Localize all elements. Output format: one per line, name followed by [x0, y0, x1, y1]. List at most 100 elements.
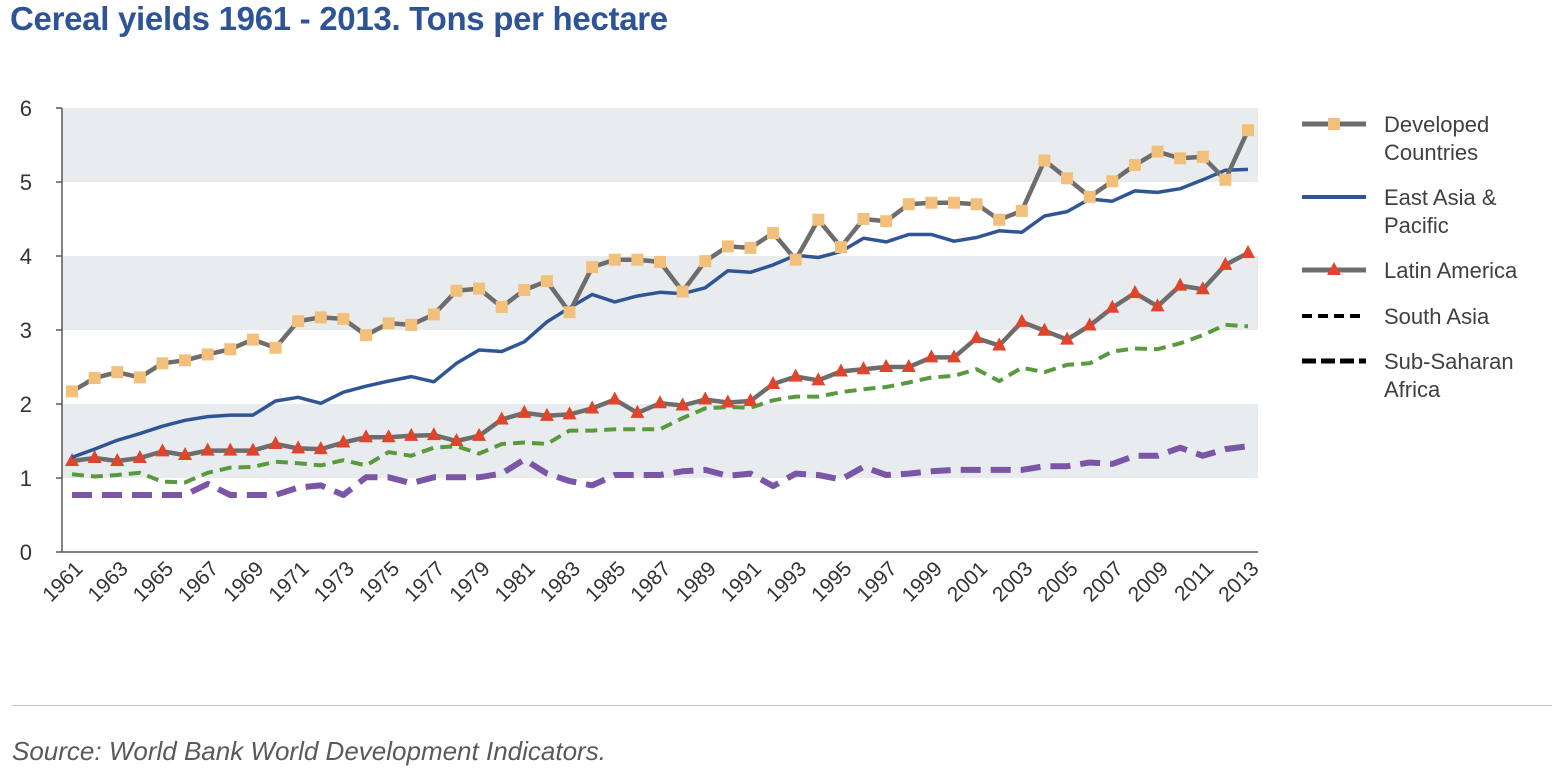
point-developed-countries: [834, 241, 847, 254]
point-developed-countries: [382, 317, 395, 330]
point-developed-countries: [88, 372, 101, 385]
point-developed-countries: [427, 308, 440, 321]
point-developed-countries: [201, 348, 214, 361]
x-tick-label: 1995: [807, 557, 856, 606]
point-developed-countries: [450, 284, 463, 297]
point-developed-countries: [789, 253, 802, 266]
series-south-asia: [71, 322, 1249, 485]
x-tick-label: 1987: [626, 557, 675, 606]
point-developed-countries: [744, 241, 757, 254]
point-latin-america: [291, 440, 306, 454]
point-latin-america: [539, 407, 554, 421]
chart-legend: Developed Countries East Asia & Pacific Lati…: [1302, 112, 1518, 402]
y-tick-label: 1: [20, 466, 32, 491]
x-tick-label: 2011: [1170, 557, 1218, 605]
legend-item-south-asia: South Asia: [1302, 304, 1490, 329]
x-tick-label: 1989: [671, 557, 720, 606]
point-developed-countries: [654, 255, 666, 268]
legend-label-latin-america: Latin America: [1384, 258, 1518, 283]
point-latin-america: [359, 429, 373, 443]
point-developed-countries: [540, 275, 553, 288]
source-note: Source: World Bank World Development Ind…: [12, 736, 606, 766]
x-tick-label: 1977: [400, 557, 449, 606]
x-tick-label: 1965: [129, 557, 178, 606]
x-tick-label: 1963: [83, 557, 132, 606]
x-tick-label: 1961: [38, 557, 87, 606]
point-latin-america: [381, 429, 396, 443]
chart-area: 0 1 2 3 4 5 6 19611963196519671969197119731975…: [20, 96, 1518, 607]
point-developed-countries: [1083, 190, 1096, 203]
point-latin-america: [1037, 322, 1052, 336]
point-developed-countries: [405, 318, 418, 331]
point-latin-america: [1014, 313, 1029, 327]
legend-item-latin-america: Latin America: [1302, 258, 1518, 283]
y-tick-label: 3: [20, 318, 32, 343]
legend-label-south-asia: South Asia: [1384, 304, 1490, 329]
point-latin-america: [155, 443, 170, 457]
point-developed-countries: [111, 366, 124, 379]
point-developed-countries: [1128, 158, 1141, 171]
point-latin-america: [1218, 256, 1233, 270]
legend-label-sub-saharan-africa: Sub-Saharan Africa: [1384, 349, 1514, 402]
point-developed-countries: [812, 213, 825, 226]
point-latin-america: [924, 349, 939, 363]
point-latin-america: [449, 433, 464, 446]
point-developed-countries: [246, 333, 259, 346]
point-latin-america: [1082, 317, 1097, 331]
chart-title: Cereal yields 1961 - 2013. Tons per hect…: [10, 0, 668, 37]
point-developed-countries: [1061, 172, 1074, 185]
series-sub-saharan-africa: [72, 443, 1249, 498]
point-developed-countries: [1242, 124, 1254, 137]
x-tick-label: 1997: [852, 557, 901, 606]
point-developed-countries: [66, 385, 78, 398]
x-tick-label: 2013: [1214, 557, 1263, 606]
point-latin-america: [1105, 299, 1120, 313]
point-developed-countries: [1174, 152, 1187, 165]
point-developed-countries: [608, 253, 621, 266]
point-latin-america: [426, 427, 441, 441]
x-tick-label: 1979: [445, 557, 494, 606]
point-developed-countries: [993, 213, 1006, 226]
x-tick-label: 1983: [536, 557, 585, 606]
point-developed-countries: [857, 213, 870, 225]
point-latin-america: [1150, 298, 1165, 312]
x-tick-label: 1991: [717, 557, 766, 606]
point-developed-countries: [631, 253, 644, 266]
point-latin-america: [223, 442, 238, 456]
point-developed-countries: [1038, 154, 1051, 167]
point-developed-countries: [699, 255, 712, 268]
point-developed-countries: [767, 227, 780, 240]
point-latin-america: [268, 435, 283, 449]
point-latin-america: [653, 395, 667, 409]
point-latin-america: [811, 372, 826, 386]
point-developed-countries: [495, 301, 508, 314]
point-latin-america: [1195, 281, 1210, 295]
point-latin-america: [562, 406, 577, 420]
x-tick-labels: 1961196319651967196919711973197519771979…: [38, 557, 1263, 606]
point-developed-countries: [902, 198, 915, 211]
point-developed-countries: [563, 306, 576, 319]
x-tick-label: 1981: [491, 557, 540, 606]
point-latin-america: [675, 397, 690, 411]
series-east-asia-pacific: [71, 167, 1249, 459]
point-developed-countries: [880, 215, 893, 228]
y-tick-label: 5: [20, 170, 32, 195]
point-developed-countries: [179, 354, 192, 367]
point-developed-countries: [292, 315, 305, 328]
point-latin-america: [879, 359, 894, 372]
point-latin-america: [698, 391, 713, 405]
point-latin-america: [404, 427, 419, 441]
point-developed-countries: [314, 311, 327, 324]
x-tick-label: 2005: [1033, 557, 1082, 606]
point-developed-countries: [721, 240, 734, 253]
legend-label-east-asia-pacific: East Asia & Pacific: [1384, 185, 1497, 238]
point-developed-countries: [1219, 173, 1232, 186]
point-developed-countries: [269, 341, 282, 354]
point-latin-america: [313, 441, 328, 455]
legend-item-east-asia-pacific: East Asia & Pacific: [1302, 185, 1497, 238]
point-latin-america: [766, 376, 781, 390]
series-line-east-asia-pacific: [71, 167, 1249, 459]
point-latin-america: [65, 452, 79, 466]
x-tick-label: 1973: [310, 557, 359, 606]
x-tick-label: 2003: [988, 557, 1037, 606]
